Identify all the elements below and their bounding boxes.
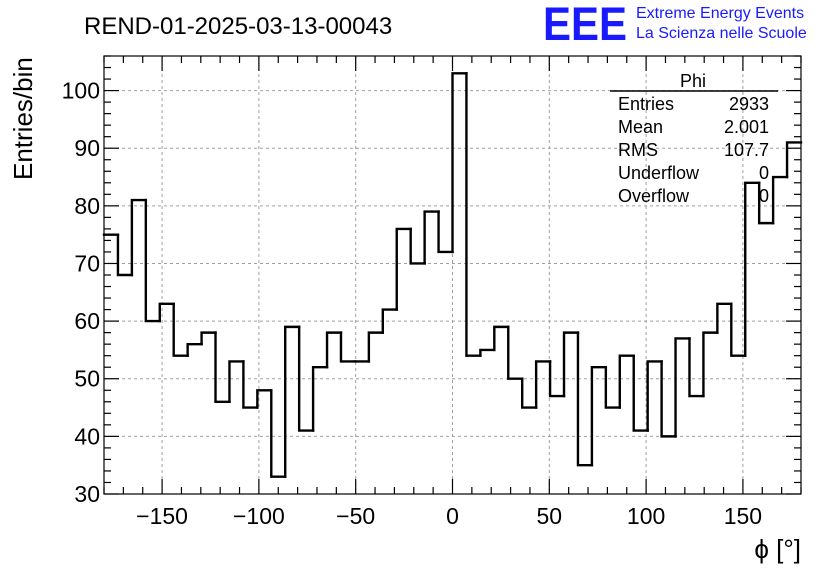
eee-logo-mark: EEE bbox=[543, 0, 627, 50]
histogram-bin bbox=[325, 331, 343, 369]
histogram-bin bbox=[618, 354, 635, 409]
histogram-bin bbox=[395, 227, 412, 311]
y-tick-label: 60 bbox=[74, 308, 100, 334]
y-tick-label: 50 bbox=[74, 366, 100, 392]
histogram-bin bbox=[172, 302, 189, 357]
histogram-bin bbox=[256, 389, 273, 409]
histogram-bin bbox=[730, 302, 747, 357]
histogram-bin bbox=[186, 342, 203, 357]
histogram-bin bbox=[381, 308, 398, 334]
x-tick-label: −100 bbox=[233, 503, 285, 529]
histogram-bin bbox=[660, 360, 677, 438]
histogram-bin bbox=[367, 331, 384, 363]
histogram-bin bbox=[646, 360, 663, 432]
x-tick-label: −150 bbox=[136, 503, 188, 529]
histogram-bin bbox=[228, 360, 245, 403]
y-tick-label: 30 bbox=[74, 481, 100, 507]
histogram-bin bbox=[242, 360, 259, 409]
histogram-bin bbox=[521, 377, 538, 409]
histogram-bin bbox=[423, 210, 440, 265]
histogram-bin bbox=[409, 227, 426, 265]
eee-logo-line2: La Scienza nelle Scuole bbox=[636, 25, 807, 42]
histogram-bin bbox=[604, 366, 621, 409]
histogram-bin bbox=[590, 366, 608, 467]
histogram-bin bbox=[339, 331, 357, 363]
eee-logo: EEE Extreme Energy Events La Scienza nel… bbox=[543, 0, 807, 50]
x-tick-label: 150 bbox=[724, 503, 762, 529]
histogram bbox=[102, 72, 803, 478]
stats-row-label: RMS bbox=[618, 140, 658, 160]
x-tick-label: 100 bbox=[627, 503, 665, 529]
histogram-bin bbox=[562, 331, 580, 398]
histogram-bin bbox=[757, 181, 775, 225]
histogram-bin bbox=[493, 325, 510, 352]
histogram-bin bbox=[437, 210, 454, 254]
eee-logo-line1: Extreme Energy Events bbox=[636, 5, 804, 22]
histogram-bin bbox=[716, 302, 733, 334]
histogram-bin bbox=[632, 354, 649, 432]
x-tick-label: 50 bbox=[537, 503, 563, 529]
stats-row-label: Mean bbox=[618, 117, 663, 137]
x-tick-label: 0 bbox=[446, 503, 459, 529]
histogram-bin bbox=[297, 325, 315, 432]
histogram-bin bbox=[130, 198, 148, 277]
stats-box-title: Phi bbox=[680, 71, 706, 91]
stats-row-value: 2.001 bbox=[724, 117, 769, 137]
y-tick-label: 70 bbox=[74, 250, 100, 276]
y-tick-label: 40 bbox=[74, 423, 100, 449]
x-tick-label: −50 bbox=[336, 503, 375, 529]
y-tick-label: 90 bbox=[74, 135, 100, 161]
stats-row-label: Underflow bbox=[618, 163, 700, 183]
stats-row-value: 0 bbox=[759, 186, 769, 206]
histogram-bin bbox=[158, 302, 175, 323]
histogram-bin bbox=[534, 360, 552, 409]
histogram-bin bbox=[451, 72, 468, 254]
y-axis-label: Entries/bin bbox=[8, 57, 38, 180]
histogram-bin bbox=[576, 331, 594, 467]
histogram-bin bbox=[311, 366, 329, 432]
histogram-bin bbox=[744, 181, 761, 357]
histogram-bin bbox=[548, 360, 566, 398]
y-tick-label: 80 bbox=[74, 193, 100, 219]
histogram-bin bbox=[144, 198, 161, 323]
x-axis-label: ϕ [°] bbox=[754, 534, 801, 564]
histogram-bin bbox=[214, 331, 231, 403]
histogram-bin bbox=[200, 331, 217, 346]
histogram-bin bbox=[674, 337, 691, 438]
histogram-bin bbox=[688, 337, 705, 398]
stats-box: Phi Entries 2933 Mean 2.001 RMS 107.7 Underflo… bbox=[610, 71, 778, 206]
histogram-bin bbox=[479, 348, 496, 357]
histogram-bin bbox=[284, 325, 301, 478]
tick-labels: −150 −100 −50 0 50 100 150 30 40 50 60 70 80 90 100 bbox=[62, 78, 762, 529]
histogram-bin bbox=[702, 331, 719, 398]
stats-row-value: 107.7 bbox=[724, 140, 769, 160]
stats-row-label: Entries bbox=[618, 94, 674, 114]
stats-row-label: Overflow bbox=[618, 186, 690, 206]
chart-title: REND-01-2025-03-13-00043 bbox=[84, 13, 392, 40]
histogram-bin bbox=[116, 233, 134, 277]
y-tick-label: 100 bbox=[62, 78, 100, 104]
histogram-bin bbox=[270, 389, 287, 478]
histogram-bin bbox=[465, 72, 482, 357]
histogram-bin bbox=[507, 325, 524, 380]
plot-frame bbox=[103, 55, 802, 495]
stats-row-value: 0 bbox=[759, 163, 769, 183]
stats-row-value: 2933 bbox=[729, 94, 769, 114]
axis-ticks bbox=[103, 55, 802, 495]
histogram-bin bbox=[771, 175, 789, 225]
